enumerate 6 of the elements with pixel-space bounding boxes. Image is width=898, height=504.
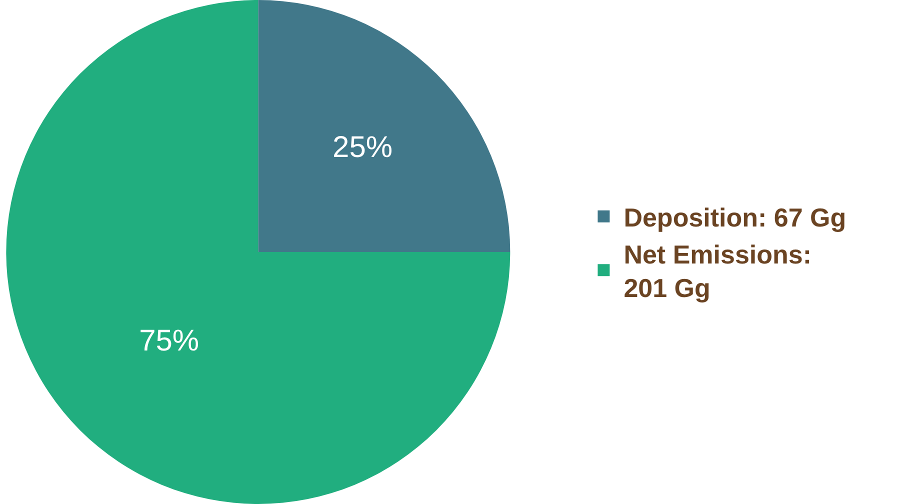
legend-label: Net Emissions: 201 Gg [624, 239, 812, 304]
data-label: 75% [139, 324, 200, 358]
pie-slice [258, 0, 510, 252]
pie-slice [6, 0, 510, 504]
legend-label: Deposition: 67 Gg [624, 202, 846, 233]
data-label: 25% [332, 131, 393, 164]
